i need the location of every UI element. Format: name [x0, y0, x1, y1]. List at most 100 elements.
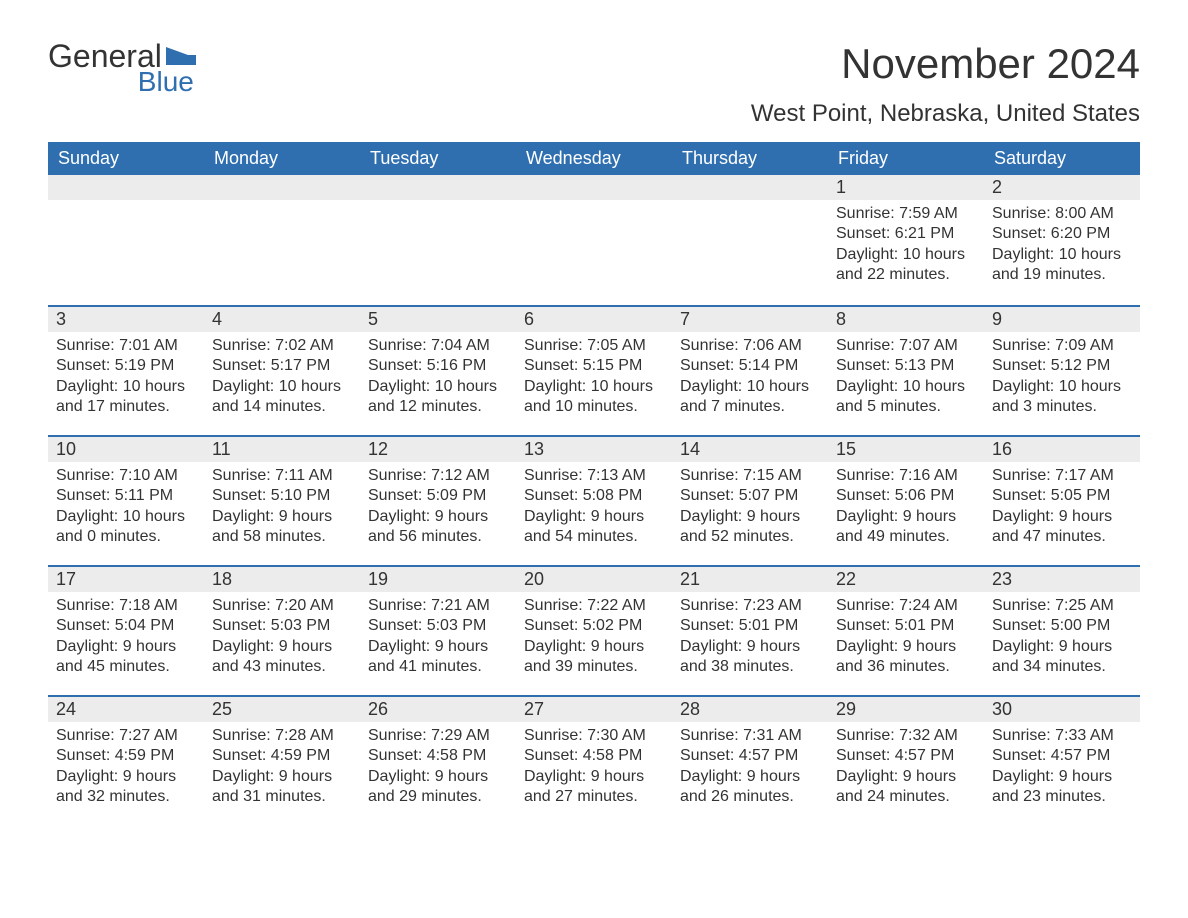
calendar-cell: 24Sunrise: 7:27 AMSunset: 4:59 PMDayligh… [48, 695, 204, 825]
calendar-cell: 17Sunrise: 7:18 AMSunset: 5:04 PMDayligh… [48, 565, 204, 695]
day-body: Sunrise: 7:59 AMSunset: 6:21 PMDaylight:… [828, 200, 984, 286]
day-body: Sunrise: 7:25 AMSunset: 5:00 PMDaylight:… [984, 592, 1140, 678]
day-number [360, 175, 516, 200]
day-header: Thursday [672, 142, 828, 175]
sunset-line: Sunset: 5:01 PM [680, 616, 820, 636]
calendar-cell: 25Sunrise: 7:28 AMSunset: 4:59 PMDayligh… [204, 695, 360, 825]
sunrise-line: Sunrise: 7:07 AM [836, 336, 976, 356]
day-number: 30 [984, 697, 1140, 722]
calendar-cell: 10Sunrise: 7:10 AMSunset: 5:11 PMDayligh… [48, 435, 204, 565]
daylight-line: Daylight: 9 hours and 43 minutes. [212, 637, 352, 678]
daylight-line: Daylight: 9 hours and 24 minutes. [836, 767, 976, 808]
day-number: 13 [516, 437, 672, 462]
daylight-line: Daylight: 9 hours and 54 minutes. [524, 507, 664, 548]
calendar-cell: 13Sunrise: 7:13 AMSunset: 5:08 PMDayligh… [516, 435, 672, 565]
day-number: 21 [672, 567, 828, 592]
sunset-line: Sunset: 5:16 PM [368, 356, 508, 376]
daylight-line: Daylight: 9 hours and 58 minutes. [212, 507, 352, 548]
calendar-cell: 5Sunrise: 7:04 AMSunset: 5:16 PMDaylight… [360, 305, 516, 435]
calendar-cell: 19Sunrise: 7:21 AMSunset: 5:03 PMDayligh… [360, 565, 516, 695]
day-number: 10 [48, 437, 204, 462]
calendar-cell [672, 175, 828, 305]
calendar-cell [204, 175, 360, 305]
calendar-cell: 26Sunrise: 7:29 AMSunset: 4:58 PMDayligh… [360, 695, 516, 825]
calendar-cell: 9Sunrise: 7:09 AMSunset: 5:12 PMDaylight… [984, 305, 1140, 435]
day-number: 20 [516, 567, 672, 592]
calendar-cell: 12Sunrise: 7:12 AMSunset: 5:09 PMDayligh… [360, 435, 516, 565]
day-body: Sunrise: 7:17 AMSunset: 5:05 PMDaylight:… [984, 462, 1140, 548]
sunset-line: Sunset: 5:17 PM [212, 356, 352, 376]
sunrise-line: Sunrise: 7:31 AM [680, 726, 820, 746]
day-number: 6 [516, 307, 672, 332]
calendar-cell: 18Sunrise: 7:20 AMSunset: 5:03 PMDayligh… [204, 565, 360, 695]
sunset-line: Sunset: 5:10 PM [212, 486, 352, 506]
day-header: Friday [828, 142, 984, 175]
sunrise-line: Sunrise: 7:25 AM [992, 596, 1132, 616]
daylight-line: Daylight: 10 hours and 7 minutes. [680, 377, 820, 418]
day-number: 28 [672, 697, 828, 722]
day-body: Sunrise: 7:29 AMSunset: 4:58 PMDaylight:… [360, 722, 516, 808]
sunrise-line: Sunrise: 7:16 AM [836, 466, 976, 486]
sunrise-line: Sunrise: 7:10 AM [56, 466, 196, 486]
day-number: 27 [516, 697, 672, 722]
sunset-line: Sunset: 4:58 PM [524, 746, 664, 766]
calendar-cell: 30Sunrise: 7:33 AMSunset: 4:57 PMDayligh… [984, 695, 1140, 825]
day-body: Sunrise: 7:04 AMSunset: 5:16 PMDaylight:… [360, 332, 516, 418]
sunset-line: Sunset: 5:02 PM [524, 616, 664, 636]
day-number: 9 [984, 307, 1140, 332]
day-body: Sunrise: 7:09 AMSunset: 5:12 PMDaylight:… [984, 332, 1140, 418]
daylight-line: Daylight: 9 hours and 36 minutes. [836, 637, 976, 678]
calendar-cell: 21Sunrise: 7:23 AMSunset: 5:01 PMDayligh… [672, 565, 828, 695]
day-number [672, 175, 828, 200]
day-body: Sunrise: 7:30 AMSunset: 4:58 PMDaylight:… [516, 722, 672, 808]
daylight-line: Daylight: 9 hours and 29 minutes. [368, 767, 508, 808]
day-number: 12 [360, 437, 516, 462]
calendar-cell: 23Sunrise: 7:25 AMSunset: 5:00 PMDayligh… [984, 565, 1140, 695]
sunset-line: Sunset: 4:59 PM [212, 746, 352, 766]
sunrise-line: Sunrise: 7:21 AM [368, 596, 508, 616]
calendar-cell: 22Sunrise: 7:24 AMSunset: 5:01 PMDayligh… [828, 565, 984, 695]
sunrise-line: Sunrise: 7:12 AM [368, 466, 508, 486]
day-number: 2 [984, 175, 1140, 200]
sunset-line: Sunset: 5:12 PM [992, 356, 1132, 376]
sunrise-line: Sunrise: 7:20 AM [212, 596, 352, 616]
sunset-line: Sunset: 4:57 PM [992, 746, 1132, 766]
sunset-line: Sunset: 4:57 PM [836, 746, 976, 766]
day-number: 24 [48, 697, 204, 722]
day-number: 7 [672, 307, 828, 332]
day-body: Sunrise: 7:11 AMSunset: 5:10 PMDaylight:… [204, 462, 360, 548]
daylight-line: Daylight: 10 hours and 10 minutes. [524, 377, 664, 418]
sunrise-line: Sunrise: 7:22 AM [524, 596, 664, 616]
day-body: Sunrise: 7:06 AMSunset: 5:14 PMDaylight:… [672, 332, 828, 418]
sunrise-line: Sunrise: 7:30 AM [524, 726, 664, 746]
sunrise-line: Sunrise: 7:09 AM [992, 336, 1132, 356]
day-number: 11 [204, 437, 360, 462]
day-number: 19 [360, 567, 516, 592]
calendar-cell: 20Sunrise: 7:22 AMSunset: 5:02 PMDayligh… [516, 565, 672, 695]
sunrise-line: Sunrise: 7:04 AM [368, 336, 508, 356]
daylight-line: Daylight: 9 hours and 23 minutes. [992, 767, 1132, 808]
calendar-cell: 16Sunrise: 7:17 AMSunset: 5:05 PMDayligh… [984, 435, 1140, 565]
day-number: 14 [672, 437, 828, 462]
day-number: 4 [204, 307, 360, 332]
day-number: 29 [828, 697, 984, 722]
calendar-cell: 11Sunrise: 7:11 AMSunset: 5:10 PMDayligh… [204, 435, 360, 565]
month-title: November 2024 [751, 40, 1140, 88]
day-body: Sunrise: 7:23 AMSunset: 5:01 PMDaylight:… [672, 592, 828, 678]
header: General Blue November 2024 West Point, N… [48, 40, 1140, 128]
sunset-line: Sunset: 4:57 PM [680, 746, 820, 766]
day-number: 8 [828, 307, 984, 332]
day-body: Sunrise: 7:01 AMSunset: 5:19 PMDaylight:… [48, 332, 204, 418]
daylight-line: Daylight: 9 hours and 27 minutes. [524, 767, 664, 808]
day-body: Sunrise: 7:02 AMSunset: 5:17 PMDaylight:… [204, 332, 360, 418]
day-number: 16 [984, 437, 1140, 462]
sunset-line: Sunset: 5:11 PM [56, 486, 196, 506]
calendar-cell [360, 175, 516, 305]
day-body: Sunrise: 7:16 AMSunset: 5:06 PMDaylight:… [828, 462, 984, 548]
day-number: 1 [828, 175, 984, 200]
day-body: Sunrise: 7:24 AMSunset: 5:01 PMDaylight:… [828, 592, 984, 678]
day-body: Sunrise: 7:28 AMSunset: 4:59 PMDaylight:… [204, 722, 360, 808]
day-header: Saturday [984, 142, 1140, 175]
calendar-cell: 14Sunrise: 7:15 AMSunset: 5:07 PMDayligh… [672, 435, 828, 565]
sunset-line: Sunset: 5:03 PM [368, 616, 508, 636]
